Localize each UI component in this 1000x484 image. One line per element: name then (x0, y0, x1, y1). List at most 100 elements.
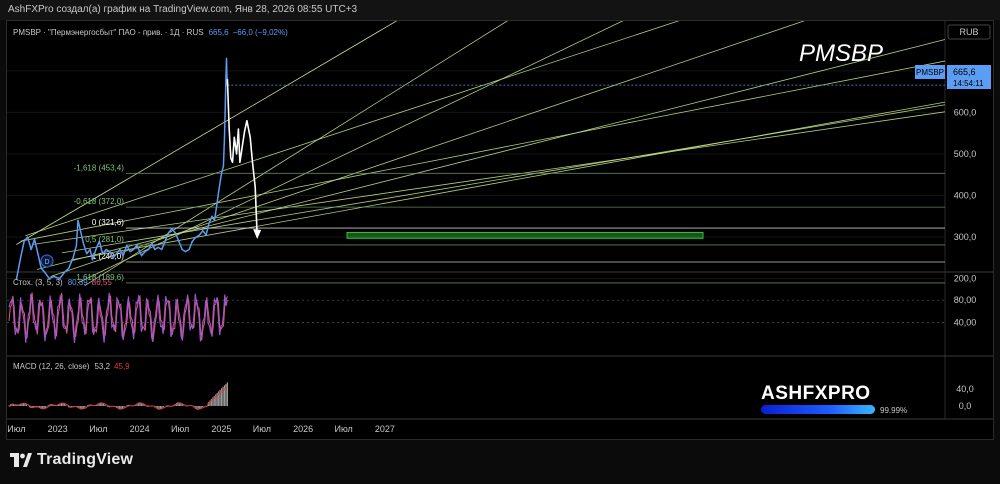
price-tag-symbol: PMSBP (916, 68, 944, 77)
symbol-watermark: PMSBP (799, 40, 883, 67)
price-point (91, 259, 94, 261)
price-point (141, 255, 143, 257)
brand-name: ASHFXPRO (761, 383, 871, 404)
price-tick-label: 600,0 (954, 107, 977, 117)
trend-line (32, 111, 946, 245)
price-point (225, 91, 227, 93)
price-point (129, 250, 131, 253)
fib-level-label: -0,618 (372,0) (74, 197, 125, 206)
price-point (59, 278, 61, 280)
stoch-legend: Стох. (3, 5, 3) 80,39 86,55 (13, 278, 112, 287)
price-axis-panel[interactable] (945, 21, 993, 439)
trend-line (61, 104, 946, 254)
price-tag-price: 665,6 (953, 67, 976, 77)
price-point (218, 190, 220, 192)
symbol-legend: PMSBP · "Пермэнергосбыт" ПАО - прив. · 1… (13, 28, 288, 37)
price-tag-time: 14:54:11 (953, 79, 984, 88)
price-point (132, 248, 135, 251)
stoch-legend-title: Стох. (3, 5, 3) (13, 278, 63, 287)
price-point (23, 240, 25, 242)
price-point (33, 238, 36, 240)
price-point (211, 215, 213, 217)
price-point (198, 234, 200, 236)
stoch-tick-label: 40,00 (954, 318, 977, 328)
time-tick-label: Июл (335, 424, 353, 434)
attribution-text: AshFXPro создал(а) график на TradingView… (8, 4, 358, 15)
price-tick-label: 300,0 (954, 232, 977, 242)
price-point (86, 253, 88, 255)
macd-value: 53,2 (94, 362, 110, 371)
price-point (48, 278, 50, 280)
chart-canvas[interactable]: RUB PMSBP · "Пермэнергосбыт" ПАО - прив.… (7, 0, 993, 439)
price-point (147, 248, 150, 251)
support-zone (346, 231, 704, 239)
price-point (95, 248, 97, 251)
macd-signal-line (8, 386, 228, 410)
price-tick-label: 400,0 (954, 191, 977, 201)
macd-pane[interactable]: 0,0 40,0 (8, 382, 974, 411)
price-point (122, 255, 124, 257)
price-point (195, 236, 197, 238)
price-tick-label: 500,0 (954, 149, 977, 159)
price-point (223, 136, 226, 138)
price-point (178, 240, 180, 242)
trend-line (25, 0, 744, 237)
stoch-k-value: 80,39 (68, 278, 89, 287)
time-tick-label: Июл (253, 424, 271, 434)
trend-line (77, 0, 668, 284)
price-point (108, 250, 111, 253)
price-point (222, 165, 224, 168)
currency-badge[interactable] (947, 24, 991, 40)
time-tick-label: 2025 (211, 424, 231, 434)
macd-tick-label: 0,0 (959, 401, 972, 411)
price-point (202, 230, 204, 232)
trend-lines[interactable] (16, 0, 946, 287)
projection-path (226, 79, 258, 238)
footer: TradingView (0, 441, 1000, 484)
chart-frame[interactable]: RUB PMSBP · "Пермэнергосбыт" ПАО - прив.… (6, 0, 994, 440)
price-point (77, 219, 79, 222)
price-point (224, 107, 226, 109)
fib-level-label: 0 (321,6) (92, 218, 124, 227)
legend-change: −66,0 (−9,02%) (233, 28, 288, 37)
price-point (89, 248, 91, 251)
stoch-d-value: 86,55 (92, 278, 113, 287)
tradingview-logo[interactable]: TradingView (10, 451, 133, 469)
price-tag-box (947, 65, 991, 89)
stochastic-pane[interactable]: 40,00 80,00 (7, 292, 977, 343)
price-point (15, 278, 17, 281)
time-axis[interactable]: Июл 2023 Июл 2024 Июл 2025 Июл 2026 Июл 2027 (7, 424, 395, 434)
price-point (72, 257, 74, 259)
price-point (171, 228, 173, 230)
projection-drawing[interactable] (226, 79, 262, 240)
symbol-legend-text: PMSBP · "Пермэнергосбыт" ПАО - прив. · 1… (13, 28, 204, 37)
projection-arrowhead (253, 229, 262, 240)
price-point (44, 271, 46, 273)
stoch-tick-label: 80,00 (954, 295, 977, 305)
price-point (126, 244, 128, 246)
fib-level-label: -1,618 (453,4) (74, 163, 125, 172)
price-point (37, 253, 39, 255)
price-point (68, 267, 70, 269)
price-point (30, 248, 32, 251)
price-point (164, 240, 166, 242)
price-point (213, 219, 215, 222)
event-marker-label: D (44, 259, 49, 266)
price-point (174, 232, 177, 234)
macd-tick-label: 40,0 (956, 384, 974, 394)
time-tick-label: Июл (171, 424, 189, 434)
price-point (226, 74, 228, 76)
price-tick-label: 200,0 (954, 274, 977, 284)
event-marker[interactable] (40, 254, 54, 268)
price-point (181, 248, 183, 251)
price-point (215, 207, 218, 209)
price-tag-symbol-box (915, 65, 945, 79)
tradingview-logo-icon (10, 453, 32, 467)
macd-legend-title: MACD (12, 26, close) (13, 362, 90, 371)
fibonacci-levels[interactable]: -1,618 (453,4) -0,618 (372,0) 0 (321,6) 0,5… (74, 163, 945, 284)
trend-line (20, 60, 946, 242)
price-series[interactable] (15, 57, 945, 281)
price-tag[interactable]: PMSBP 665,6 14:54:11 (915, 65, 991, 89)
macd-signal-value: 45,9 (114, 362, 130, 371)
trend-line (70, 101, 946, 261)
